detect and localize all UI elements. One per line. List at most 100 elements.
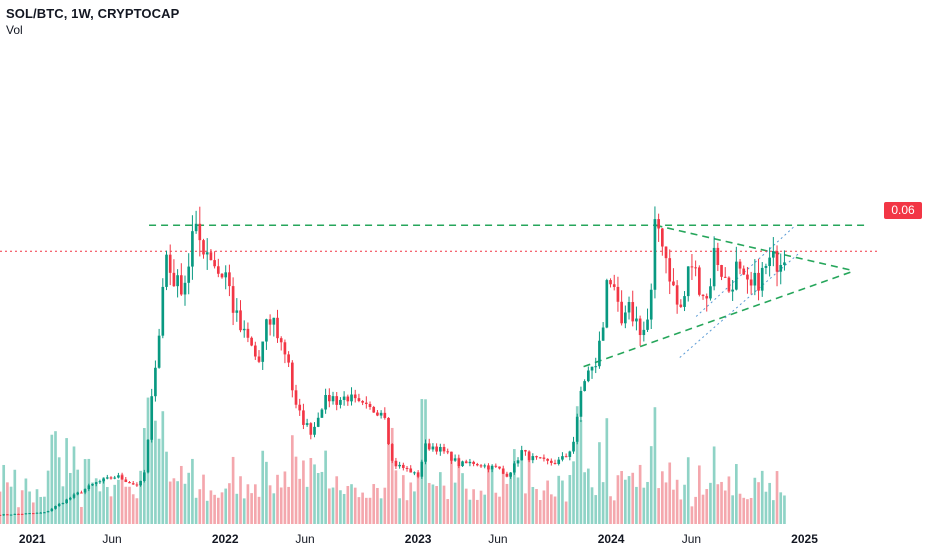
volume-bar [446, 499, 450, 524]
volume-bar [731, 495, 734, 524]
candle-body [457, 458, 461, 467]
candle-body [324, 394, 327, 410]
candle-body [113, 477, 117, 479]
candle-body [487, 465, 490, 470]
candle-body [557, 459, 561, 464]
candle-body [57, 503, 61, 507]
volume-bar [294, 456, 298, 524]
volume-bar [453, 482, 457, 524]
volume-bar [316, 473, 320, 524]
volume-bar [279, 487, 283, 524]
volume-bar [379, 498, 383, 524]
candle-body [579, 390, 583, 417]
candle-body [379, 412, 383, 416]
volume-bar [372, 484, 376, 524]
candle-body [0, 514, 2, 516]
volume-bar [646, 481, 649, 524]
volume-bar [302, 460, 305, 524]
candle-body [224, 272, 228, 278]
time-axis[interactable]: 2021 Jun 2022 Jun 2023 Jun 2024 Jun 2025 [19, 532, 818, 546]
candle-body [516, 460, 520, 464]
candle-body [549, 460, 553, 463]
candle-body [294, 390, 298, 405]
volume-bar [457, 457, 461, 524]
volume-bar [368, 497, 372, 524]
candle-body [320, 409, 324, 418]
volume-bar [435, 486, 438, 524]
volume-bar [579, 419, 583, 524]
x-axis-tick-label: Jun [295, 532, 314, 546]
volume-bar [505, 483, 509, 524]
volume-bar [475, 499, 479, 524]
candle-body [105, 477, 109, 479]
volume-bar [601, 482, 605, 524]
candle-body [464, 461, 468, 464]
candle-body [198, 223, 202, 241]
volume-bar [509, 473, 512, 524]
candle-body [757, 272, 760, 291]
candle-body [568, 451, 572, 457]
volume-bar [257, 496, 261, 524]
candle-body [109, 477, 113, 479]
volume-bar [313, 464, 316, 524]
candle-body [409, 468, 413, 473]
candle-body [405, 467, 409, 469]
candle-body [20, 513, 24, 515]
candle-body [749, 279, 753, 286]
candle-body [290, 362, 294, 391]
candle-body [61, 503, 65, 505]
candle-body [231, 286, 235, 313]
candle-body [638, 318, 642, 336]
volume-bar [679, 499, 683, 524]
volume-bar [405, 500, 409, 524]
volume-bar [779, 492, 783, 524]
volume-legend-label[interactable]: Vol [6, 23, 23, 37]
volume-bar [54, 431, 57, 524]
candle-body [383, 412, 387, 418]
volume-bar [113, 484, 117, 524]
volume-bar [198, 489, 202, 524]
candle-body [783, 262, 786, 265]
candle-body [302, 410, 305, 425]
candle-body [50, 508, 54, 512]
volume-bar [0, 491, 2, 524]
volume-bar [757, 482, 760, 524]
candle-body [461, 461, 464, 467]
candle-body [194, 223, 198, 232]
candle-body [268, 319, 272, 325]
volume-bar [261, 450, 265, 524]
candle-body [668, 258, 672, 282]
x-axis-tick-label: 2025 [791, 532, 818, 546]
candle-body [753, 272, 757, 286]
candle-body [661, 228, 664, 247]
candle-body [598, 340, 601, 367]
volume-bar [17, 507, 20, 524]
volume-bar [339, 490, 342, 524]
candle-body [2, 514, 6, 516]
volume-bar [605, 418, 609, 524]
candle-body [483, 465, 487, 467]
volume-bar [376, 487, 379, 524]
trendline-drawings[interactable] [0, 224, 878, 368]
candle-body [191, 231, 194, 267]
candle-body [672, 281, 675, 286]
volume-bar [272, 493, 276, 524]
candle-body [350, 394, 353, 402]
symbol-title[interactable]: SOL/BTC, 1W, CRYPTOCAP [6, 6, 180, 21]
volume-bar [464, 488, 468, 524]
volume-bar [165, 451, 168, 524]
volume-bar [501, 472, 505, 524]
volume-bar [216, 497, 220, 524]
candle-body [553, 462, 557, 464]
candle-body [764, 266, 768, 268]
volume-bar [205, 500, 209, 524]
candle-body [735, 261, 738, 290]
candle-body [361, 401, 364, 403]
volume-bar [39, 496, 43, 524]
candle-body [705, 296, 709, 299]
candle-body [316, 417, 320, 427]
volume-bar [427, 482, 431, 524]
candle-body [446, 451, 450, 453]
